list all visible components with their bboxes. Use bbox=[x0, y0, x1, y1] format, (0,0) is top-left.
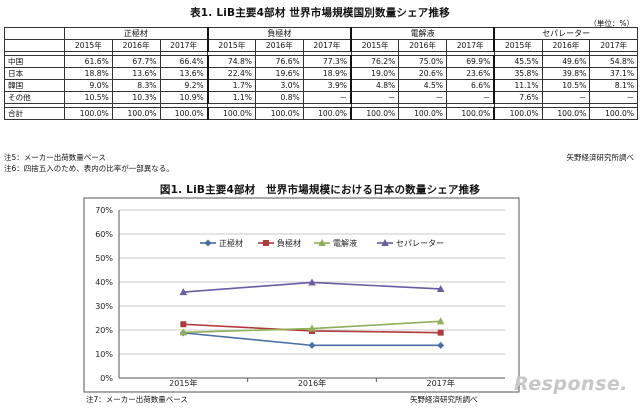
table-row: 中国 61.6% 67.7% 66.4% 74.8% 76.6% 77.3% 76.2% 75.… bbox=[4, 55, 639, 68]
share-table: 正極材 負極材 電解液 セパレーター 2015年 2016年 2017年 2015年 2016年… bbox=[4, 27, 639, 120]
table-row: 日本 18.8% 13.6% 13.6% 22.4% 19.6% 18.9% 19.0% 20.… bbox=[4, 67, 639, 80]
legend-label: 正極材 bbox=[219, 238, 243, 248]
legend-marker bbox=[204, 239, 212, 247]
x-tick-label: 2017年 bbox=[426, 378, 454, 388]
y-tick-label: 60% bbox=[95, 230, 113, 239]
chart-source: 矢野経済研究所調べ bbox=[410, 395, 478, 404]
y-tick-label: 50% bbox=[95, 254, 113, 263]
table-cell: 100.0% bbox=[350, 107, 400, 120]
table-cell: 100.0% bbox=[206, 107, 256, 120]
x-tick-label: 2016年 bbox=[298, 378, 326, 388]
x-tick-label: 2015年 bbox=[169, 378, 197, 388]
data-point bbox=[180, 321, 187, 328]
table-cell: 100.0% bbox=[493, 107, 543, 120]
y-tick-label: 10% bbox=[95, 350, 113, 359]
data-point bbox=[308, 324, 316, 332]
response-logo: Response. bbox=[514, 373, 628, 395]
legend-label: 負極材 bbox=[277, 238, 301, 248]
data-point bbox=[179, 288, 188, 296]
legend-marker bbox=[381, 239, 389, 246]
chart-frame bbox=[83, 197, 520, 393]
chart-note: 注7：メーカー出荷数量ベース bbox=[86, 395, 188, 404]
y-tick-label: 0% bbox=[100, 374, 113, 383]
data-point bbox=[437, 329, 444, 336]
table-cell: 100.0% bbox=[589, 107, 639, 120]
data-point bbox=[437, 341, 445, 349]
table-cell: 100.0% bbox=[64, 107, 113, 120]
row-label: 合計 bbox=[4, 107, 65, 120]
table-row: 韓国 9.0% 8.3% 9.2% 1.7% 3.0% 3.9% 4.8% 4.5% 6.6% 11… bbox=[4, 79, 639, 92]
table-source: 矢野経済研究所調べ bbox=[566, 153, 635, 162]
data-point bbox=[436, 317, 445, 325]
table-title: 表1. LiB主要4部材 世界市場規模国別数量シェア推移 bbox=[190, 7, 450, 19]
table-cell: 100.0% bbox=[541, 107, 591, 120]
table-note-1: 注5：メーカー出荷数量ベース bbox=[4, 153, 106, 162]
y-tick-label: 30% bbox=[95, 302, 113, 311]
data-point bbox=[308, 341, 316, 349]
y-tick-label: 20% bbox=[95, 326, 113, 335]
chart-title: 図1. LiB主要4部材 世界市場規模における日本の数量シェア推移 bbox=[159, 184, 481, 196]
legend-label: 電解液 bbox=[333, 238, 357, 248]
legend-marker bbox=[318, 239, 326, 246]
legend-label: セパレーター bbox=[396, 239, 444, 248]
table-cell: 100.0% bbox=[446, 107, 495, 120]
row-label: その他 bbox=[4, 91, 65, 104]
legend-marker bbox=[263, 240, 269, 246]
table-note-2: 注6：四捨五入のため、表内の比率が一部異なる。 bbox=[4, 164, 174, 173]
y-tick-label: 40% bbox=[95, 278, 113, 287]
y-tick-label: 70% bbox=[95, 206, 113, 215]
table-unit: （単位：%） bbox=[589, 19, 634, 28]
table-cell: 100.0% bbox=[255, 107, 304, 120]
data-point bbox=[308, 278, 316, 286]
data-point bbox=[179, 328, 188, 336]
data-point bbox=[436, 284, 445, 292]
table-row: 合計 100.0% 100.0% 100.0% 100.0% 100.0% 100.0% 10… bbox=[4, 107, 639, 120]
